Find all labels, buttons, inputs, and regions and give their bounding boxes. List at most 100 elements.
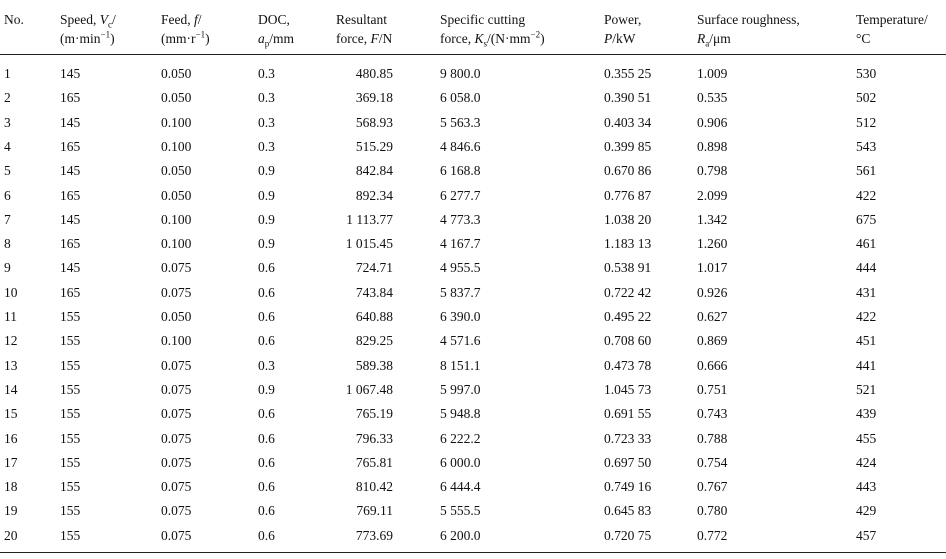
- header-text: f: [194, 12, 198, 27]
- table-cell: 1.183 13: [604, 236, 652, 252]
- table-cell: 3: [4, 114, 11, 130]
- table-cell: 165: [60, 187, 81, 203]
- table-cell: 4 571.6: [440, 333, 481, 349]
- table-cell: 765.19: [355, 406, 393, 422]
- header-text: F: [370, 31, 379, 46]
- table-cell: 0.075: [161, 430, 192, 446]
- table-cell: 0.3: [258, 114, 275, 130]
- header-text: Speed,: [60, 12, 100, 27]
- header-cell: ap/mm: [258, 31, 295, 49]
- header-text: °C: [856, 31, 871, 46]
- table-cell: 0.743: [697, 406, 728, 422]
- table-cell: 543: [856, 138, 877, 154]
- table-cell: 165: [60, 90, 81, 106]
- table-cell: 13: [4, 357, 18, 373]
- table-cell: 451: [856, 333, 877, 349]
- table-cell: 0.100: [161, 211, 192, 227]
- table-cell: 0.666: [697, 357, 728, 373]
- table-cell: 796.33: [355, 430, 393, 446]
- header-cell: force, F/N: [336, 31, 392, 47]
- table-cell: 6 222.2: [440, 430, 481, 446]
- table-cell: 0.9: [258, 187, 275, 203]
- table-cell: 0.075: [161, 454, 192, 470]
- table-cell: 431: [856, 284, 877, 300]
- header-text: R: [697, 31, 706, 46]
- table-cell: 0.075: [161, 479, 192, 495]
- table-cell: 4 167.7: [440, 236, 481, 252]
- table-cell: 0.6: [258, 527, 275, 543]
- table-cell: 461: [856, 236, 877, 252]
- table-cell: 1.260: [697, 236, 728, 252]
- table-cell: 0.6: [258, 454, 275, 470]
- header-text: V: [99, 12, 108, 27]
- table-cell: 810.42: [355, 479, 393, 495]
- table-cell: 1 015.45: [345, 236, 393, 252]
- table-cell: 165: [60, 236, 81, 252]
- table-cell: 829.25: [355, 333, 393, 349]
- table-cell: 5 837.7: [440, 284, 481, 300]
- header-text: /: [112, 12, 116, 27]
- header-cell: No.: [4, 12, 24, 28]
- table-cell: 0.075: [161, 503, 192, 519]
- header-text: a: [705, 38, 710, 49]
- table-cell: 0.767: [697, 479, 728, 495]
- table-cell: 4: [4, 138, 11, 154]
- header-text: p: [264, 38, 270, 49]
- table-cell: 0.9: [258, 381, 275, 397]
- table-cell: 6: [4, 187, 11, 203]
- header-cell: Ra/μm: [697, 31, 731, 49]
- header-cell: Specific cutting: [440, 12, 525, 28]
- table-cell: 0.722 42: [604, 284, 652, 300]
- table-cell: 0.751: [697, 381, 728, 397]
- table-cell: 17: [4, 454, 18, 470]
- table-cell: 6 444.4: [440, 479, 481, 495]
- table-cell: 145: [60, 163, 81, 179]
- table-cell: 0.050: [161, 66, 192, 81]
- table-cell: 455: [856, 430, 877, 446]
- table-cell: 155: [60, 333, 81, 349]
- table-cell: 444: [856, 260, 877, 276]
- table-cell: 424: [856, 454, 877, 470]
- table-cell: 0.6: [258, 503, 275, 519]
- table-cell: 0.9: [258, 236, 275, 252]
- header-cell: Temperature/: [856, 12, 928, 28]
- header-cell: P/kW: [604, 31, 636, 47]
- header-cell: Surface roughness,: [697, 12, 800, 28]
- table-cell: 0.9: [258, 163, 275, 179]
- table-cell: 439: [856, 406, 877, 422]
- table-cell: 0.075: [161, 284, 192, 300]
- header-text: c: [108, 19, 112, 30]
- table-cell: 155: [60, 479, 81, 495]
- table-cell: 0.403 34: [604, 114, 652, 130]
- table-cell: 0.798: [697, 163, 728, 179]
- header-text: /mm: [269, 31, 295, 46]
- table-cell: 0.898: [697, 138, 728, 154]
- table-cell: 155: [60, 406, 81, 422]
- header-rule: [0, 54, 946, 55]
- table-cell: 0.355 25: [604, 66, 652, 81]
- table-cell: 0.772: [697, 527, 728, 543]
- table-cell: 0.100: [161, 333, 192, 349]
- table-cell: 1.017: [697, 260, 728, 276]
- header-text: /N: [378, 31, 393, 46]
- header-text: Specific cutting: [440, 12, 526, 27]
- table-cell: 155: [60, 309, 81, 324]
- table-cell: 422: [856, 187, 877, 203]
- table-cell: 0.473 78: [604, 357, 652, 373]
- header-text: /(N·mm: [487, 31, 531, 46]
- table-cell: 1 113.77: [346, 211, 393, 227]
- header-cell: Feed, f/: [161, 12, 202, 28]
- header-text: force,: [336, 31, 371, 46]
- table-cell: 7: [4, 211, 11, 227]
- table-cell: 155: [60, 430, 81, 446]
- table-cell: 0.390 51: [604, 90, 652, 106]
- table-cell: 1.038 20: [604, 211, 652, 227]
- table-cell: 0.776 87: [604, 187, 652, 203]
- table-cell: 12: [4, 333, 18, 349]
- table-cell: 0.100: [161, 138, 192, 154]
- table-cell: 1 067.48: [345, 381, 393, 397]
- table-cell: 145: [60, 66, 81, 81]
- table-cell: 1.342: [697, 211, 728, 227]
- table-cell: 1.045 73: [604, 381, 652, 397]
- table-cell: 0.708 60: [604, 333, 652, 349]
